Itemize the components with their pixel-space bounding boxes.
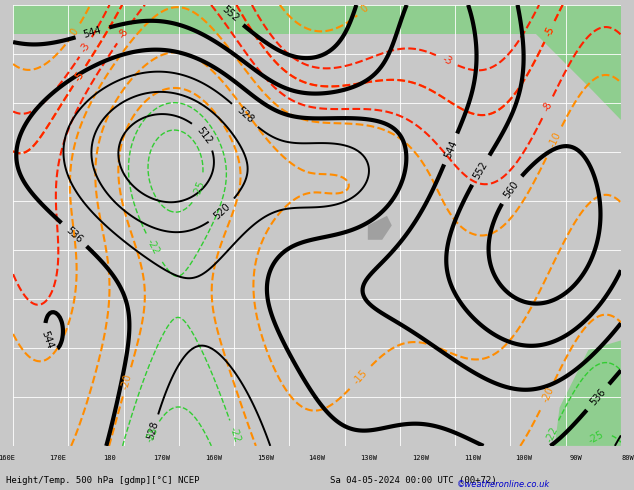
Text: 544: 544 [39, 329, 55, 350]
Text: 528: 528 [146, 420, 161, 441]
Text: 100W: 100W [515, 455, 533, 461]
Text: -8: -8 [541, 100, 554, 113]
Text: 80W: 80W [621, 455, 634, 461]
Text: 90W: 90W [569, 455, 582, 461]
Text: 536: 536 [588, 387, 608, 407]
Text: 552: 552 [472, 159, 489, 181]
Text: -22: -22 [145, 238, 162, 256]
Text: -25: -25 [192, 180, 207, 198]
Text: 544: 544 [82, 25, 103, 40]
Polygon shape [555, 341, 621, 446]
Text: -22: -22 [228, 426, 242, 444]
Text: -10: -10 [547, 131, 563, 149]
Text: 150W: 150W [257, 455, 274, 461]
Text: Height/Temp. 500 hPa [gdmp][°C] NCEP: Height/Temp. 500 hPa [gdmp][°C] NCEP [6, 476, 200, 485]
Text: 0: 0 [359, 3, 370, 15]
Text: 544: 544 [443, 139, 459, 159]
Text: 512: 512 [195, 125, 214, 146]
Text: -8: -8 [117, 27, 131, 41]
Polygon shape [368, 216, 392, 240]
Text: 528: 528 [235, 105, 255, 125]
Text: 110W: 110W [464, 455, 481, 461]
Text: Sa 04-05-2024 00:00 UTC (00+72): Sa 04-05-2024 00:00 UTC (00+72) [330, 476, 496, 485]
Text: -20: -20 [120, 373, 134, 391]
Text: -20: -20 [540, 386, 555, 404]
Text: 140W: 140W [309, 455, 325, 461]
Text: -25: -25 [587, 429, 606, 445]
Text: 180: 180 [103, 455, 116, 461]
Text: -5: -5 [73, 69, 86, 83]
Text: 552: 552 [219, 4, 240, 24]
Text: -5: -5 [73, 69, 86, 83]
Text: -22: -22 [544, 425, 560, 443]
Polygon shape [13, 5, 621, 34]
Text: 560: 560 [501, 179, 521, 200]
Text: -3: -3 [440, 54, 453, 67]
Polygon shape [478, 5, 621, 120]
Text: -3: -3 [79, 40, 93, 54]
Text: ©weatheronline.co.uk: ©weatheronline.co.uk [456, 480, 550, 489]
Text: 160W: 160W [205, 455, 222, 461]
Text: 520: 520 [212, 201, 233, 221]
Text: 130W: 130W [360, 455, 377, 461]
Text: 170E: 170E [49, 455, 67, 461]
Text: -5: -5 [543, 25, 556, 38]
Text: 120W: 120W [412, 455, 429, 461]
Text: 170W: 170W [153, 455, 170, 461]
Text: 0: 0 [69, 26, 81, 37]
Text: -5: -5 [543, 25, 556, 38]
Text: -25: -25 [144, 425, 160, 444]
Text: 536: 536 [64, 224, 84, 245]
Text: -15: -15 [351, 368, 370, 387]
Text: 160E: 160E [0, 455, 15, 461]
